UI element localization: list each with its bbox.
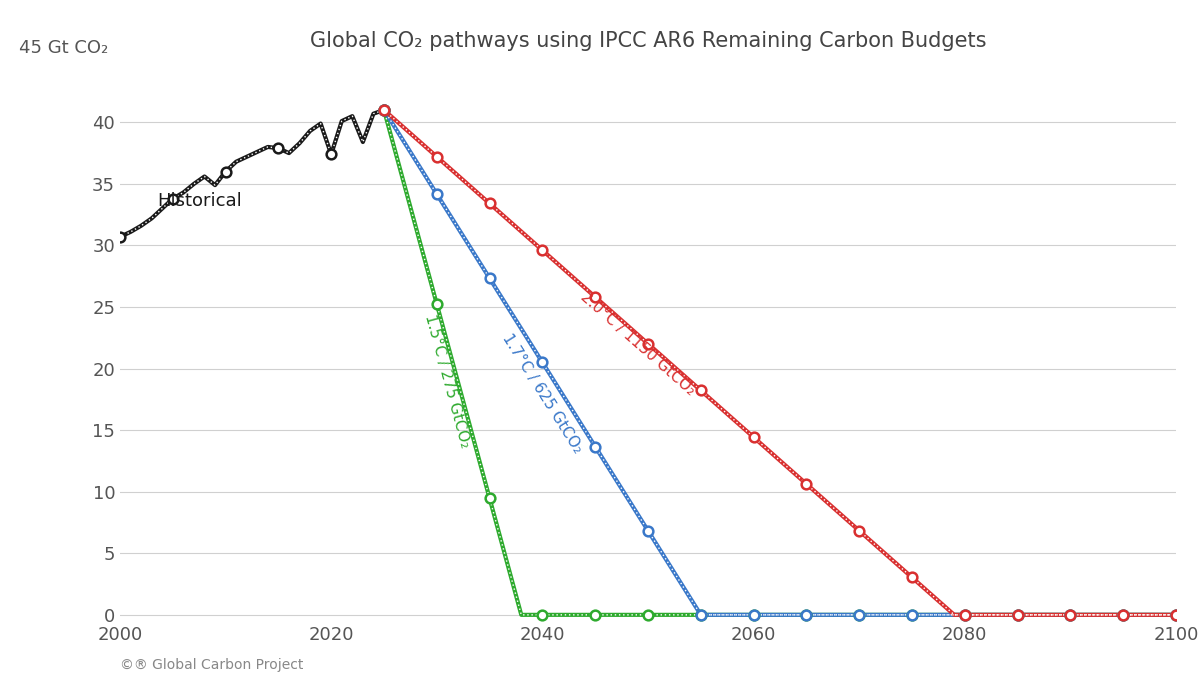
Text: ©® Global Carbon Project: ©® Global Carbon Project — [120, 658, 304, 672]
Text: Historical: Historical — [157, 192, 241, 210]
Title: Global CO₂ pathways using IPCC AR6 Remaining Carbon Budgets: Global CO₂ pathways using IPCC AR6 Remai… — [310, 31, 986, 51]
Text: 45 Gt CO₂: 45 Gt CO₂ — [19, 39, 108, 57]
Text: 1.7°C / 625 GtCO₂: 1.7°C / 625 GtCO₂ — [499, 331, 586, 456]
Text: 2.0°C / 1150 GtCO₂: 2.0°C / 1150 GtCO₂ — [577, 290, 697, 398]
Text: 1.5°C / 275 GtCO₂: 1.5°C / 275 GtCO₂ — [422, 313, 473, 450]
